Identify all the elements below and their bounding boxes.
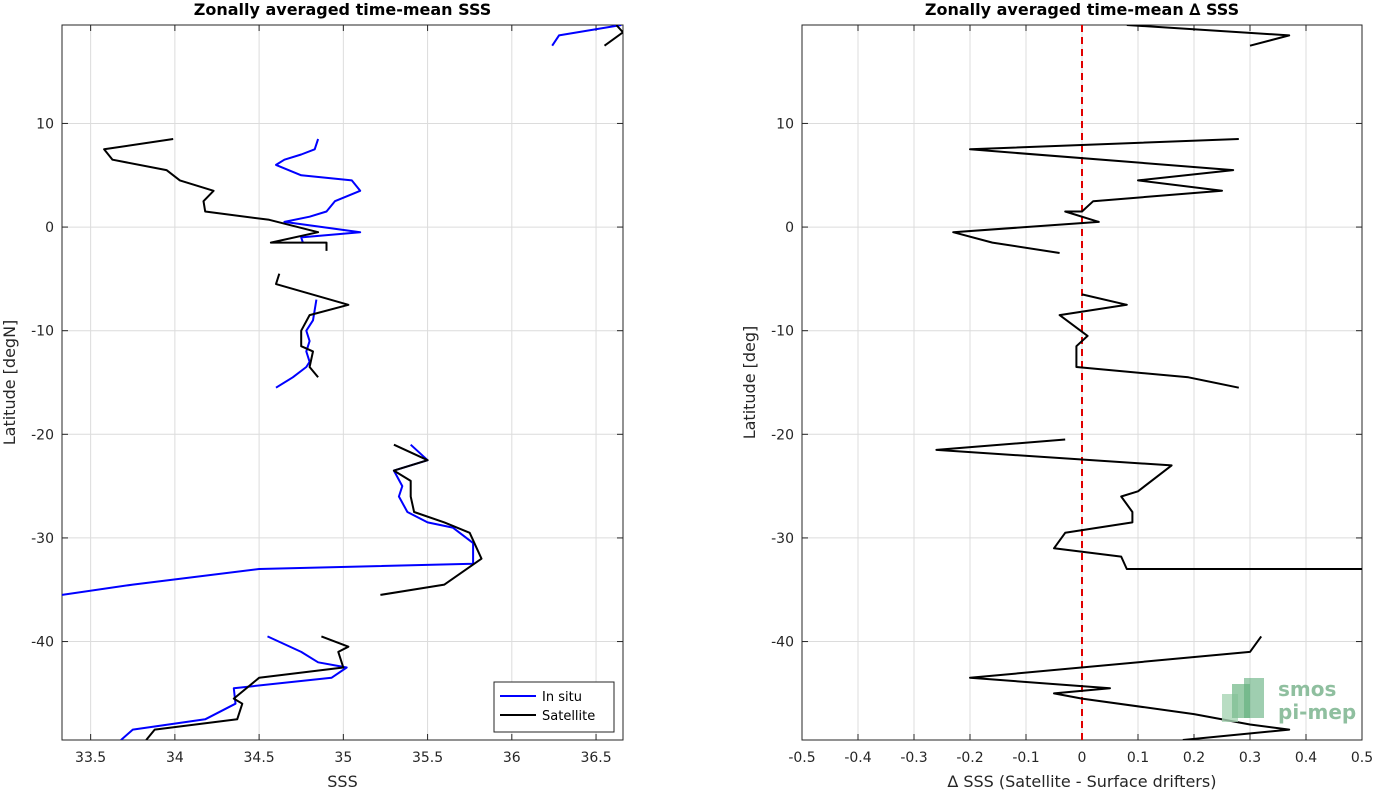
sss-panel: 33.5 34 34.5 35 35.5 36 36.5 -40 -30 -20 -10 0 10 Zon… <box>0 0 624 791</box>
x-tick-label: -0.2 <box>956 750 983 766</box>
series-line-satellite <box>103 138 328 251</box>
x-tick-label: 36 <box>503 750 521 766</box>
y-tick-label: -20 <box>31 427 54 443</box>
series-line-delta-sss <box>1058 293 1240 389</box>
y-tick-label: -30 <box>771 531 794 547</box>
delta-sss-panel: -0.5 -0.4 -0.3 -0.2 -0.1 0 0.1 0.2 0.3 0.4 0.5 -40 -… <box>740 0 1373 791</box>
series-line-in-situ <box>275 138 362 243</box>
series-line-in-situ <box>275 299 318 389</box>
x-tick-label: 0.4 <box>1295 750 1317 766</box>
x-tick-label: 35 <box>334 750 352 766</box>
legend-label: In situ <box>542 690 582 705</box>
axes-frame <box>61 24 624 741</box>
series-line-in-situ <box>62 443 475 596</box>
x-tick-label: 0.2 <box>1183 750 1205 766</box>
series-line-delta-sss <box>969 635 1291 740</box>
series-line-in-situ <box>551 25 622 47</box>
y-axis-label: Latitude [degN] <box>0 320 19 446</box>
logo-mark-icon <box>1222 678 1264 722</box>
y-tick-label: 10 <box>36 116 54 132</box>
x-tick-label: -0.5 <box>788 750 815 766</box>
x-tick-label: 34 <box>166 750 184 766</box>
y-tick-label: -40 <box>771 635 794 651</box>
x-tick-label: 0.3 <box>1239 750 1261 766</box>
y-tick-label: 0 <box>45 220 54 236</box>
x-tick-label: 33.5 <box>75 750 106 766</box>
series-line-delta-sss <box>1126 25 1291 47</box>
x-tick-label: -0.4 <box>844 750 871 766</box>
legend-box <box>493 681 615 733</box>
x-tick-label: 34.5 <box>244 750 275 766</box>
series-line-delta-sss <box>952 138 1239 254</box>
x-tick-label: 36.5 <box>580 750 611 766</box>
series-line-satellite <box>145 635 350 740</box>
y-tick-label: -30 <box>31 531 54 547</box>
y-tick-label: -10 <box>771 324 794 340</box>
series-line-in-situ <box>120 635 348 740</box>
y-tick-label: -20 <box>771 427 794 443</box>
series-line-delta-sss <box>935 438 1362 570</box>
x-tick-label: 0.5 <box>1351 750 1373 766</box>
x-tick-label: 0 <box>1078 750 1087 766</box>
y-axis-label: Latitude [deg] <box>740 326 759 440</box>
y-tick-label: 10 <box>776 116 794 132</box>
chart-title: Zonally averaged time-mean SSS <box>194 0 492 19</box>
plot-area <box>62 25 623 740</box>
y-tick-label: -40 <box>31 635 54 651</box>
series-line-satellite <box>380 443 483 596</box>
series-line-satellite <box>275 273 350 378</box>
x-axis-label: ∆ SSS (Satellite - Surface drifters) <box>947 772 1217 791</box>
x-axis-label: SSS <box>327 772 357 791</box>
logo-text-line1: smos <box>1278 677 1336 701</box>
plot-area <box>935 25 1362 740</box>
x-tick-label: 0.1 <box>1127 750 1149 766</box>
logo-text-line2: pi-mep <box>1278 700 1356 724</box>
y-tick-label: -10 <box>31 324 54 340</box>
x-tick-label: 35.5 <box>412 750 443 766</box>
smos-pimep-logo: smos pi-mep <box>1222 677 1356 724</box>
y-tick-label: 0 <box>785 220 794 236</box>
x-tick-label: -0.1 <box>1012 750 1039 766</box>
x-tick-label: -0.3 <box>900 750 927 766</box>
series-line-satellite <box>603 25 623 47</box>
legend: In situ Satellite <box>493 681 615 733</box>
chart-title: Zonally averaged time-mean ∆ SSS <box>925 0 1239 19</box>
legend-label: Satellite <box>542 709 595 724</box>
